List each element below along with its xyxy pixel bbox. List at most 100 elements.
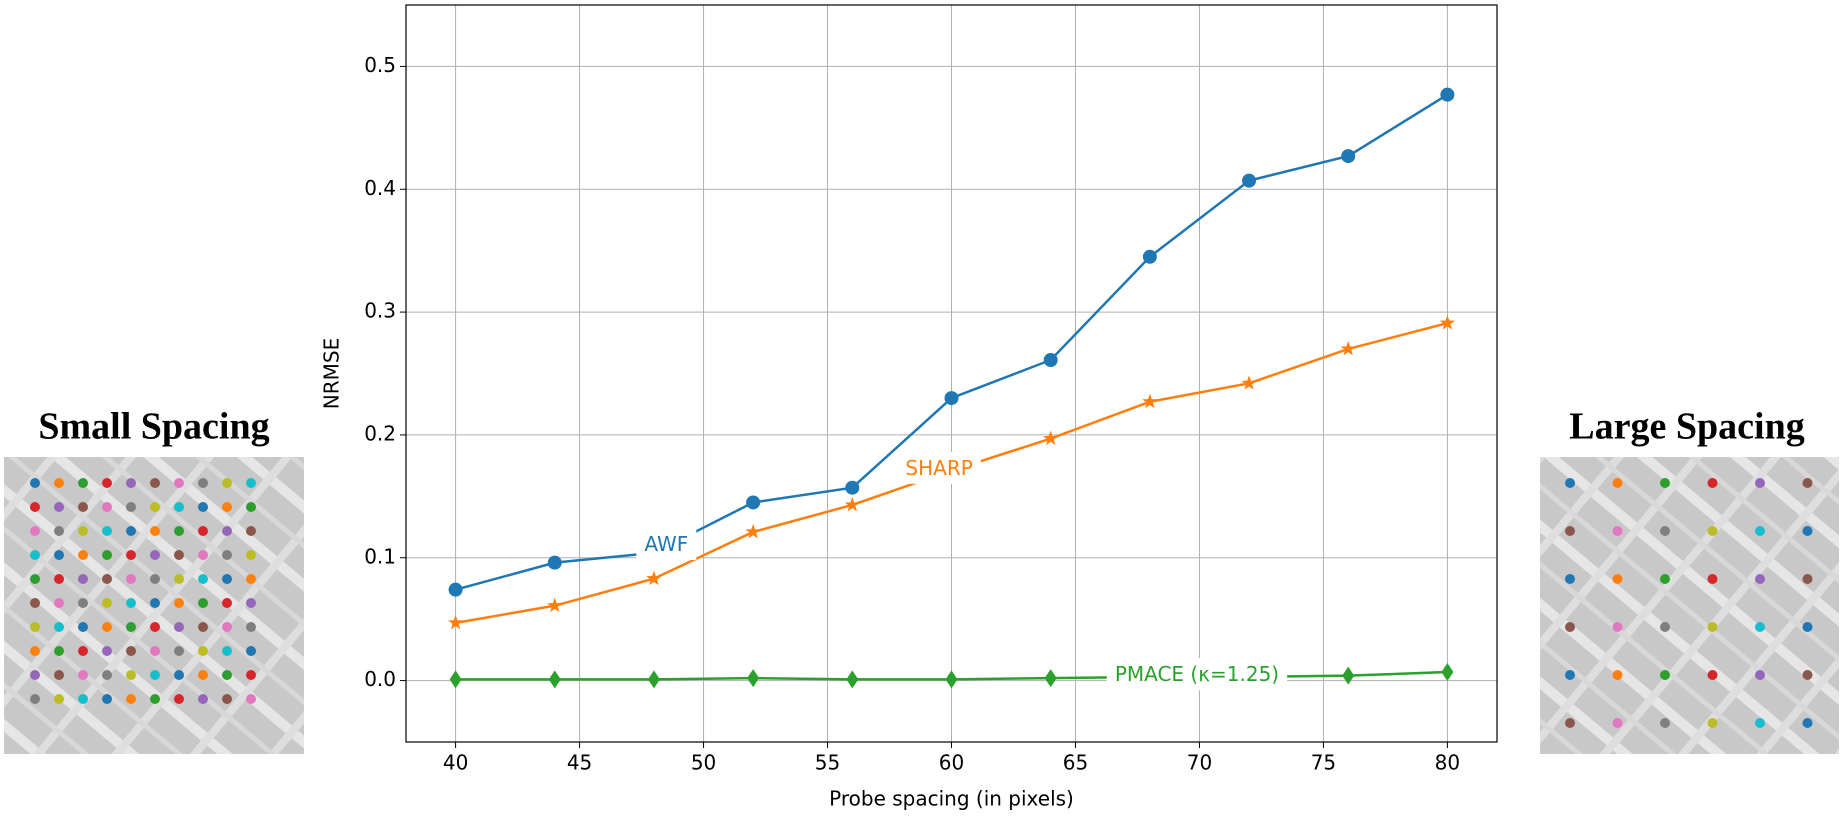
probe-dot (150, 478, 160, 488)
marker (1440, 88, 1454, 102)
panel-title: Large Spacing (1569, 406, 1804, 448)
probe-dot (126, 646, 136, 656)
probe-dot (174, 502, 184, 512)
marker (648, 670, 660, 688)
marker (846, 670, 858, 688)
probe-dot (246, 646, 256, 656)
probe-dot (1613, 622, 1623, 632)
probe-dot (1755, 622, 1765, 632)
probe-dot (174, 646, 184, 656)
probe-dot (1565, 574, 1575, 584)
marker (946, 670, 958, 688)
probe-dot (246, 670, 256, 680)
probe-dot (246, 694, 256, 704)
marker (1341, 149, 1355, 163)
y-tick-label: 0.2 (364, 421, 396, 445)
probe-dot (54, 622, 64, 632)
probe-dot (1565, 718, 1575, 728)
y-tick-label: 0.1 (364, 544, 396, 568)
probe-dot (150, 646, 160, 656)
marker (1045, 669, 1057, 687)
probe-dot (126, 622, 136, 632)
probe-dot (1803, 478, 1813, 488)
probe-dot (174, 574, 184, 584)
probe-dot (222, 646, 232, 656)
probe-dot (1660, 718, 1670, 728)
marker (1044, 353, 1058, 367)
x-axis-label: Probe spacing (in pixels) (829, 787, 1074, 811)
probe-dot (198, 622, 208, 632)
probe-dot (1660, 574, 1670, 584)
probe-dot (126, 478, 136, 488)
marker (646, 571, 661, 585)
probe-dot (78, 694, 88, 704)
probe-dot (126, 574, 136, 584)
x-tick-label: 50 (691, 751, 716, 775)
probe-dot (30, 646, 40, 656)
probe-dot (30, 670, 40, 680)
probe-dot (1755, 718, 1765, 728)
probe-dot (222, 598, 232, 608)
probe-dot (246, 526, 256, 536)
probe-dot (246, 502, 256, 512)
marker (945, 391, 959, 405)
probe-dot (1708, 622, 1718, 632)
page: Small Spacing Large Spacing 404550556065… (0, 0, 1845, 817)
probe-dot (1660, 622, 1670, 632)
probe-dot (126, 550, 136, 560)
x-tick-label: 60 (939, 751, 964, 775)
probe-dot (54, 574, 64, 584)
probe-dot (174, 478, 184, 488)
probe-dot (30, 598, 40, 608)
probe-dot (174, 670, 184, 680)
probe-dot (1803, 526, 1813, 536)
series-label: PMACE (κ=1.25) (1115, 662, 1279, 686)
marker (1043, 431, 1058, 445)
sample-image (1540, 457, 1839, 754)
probe-dot (54, 694, 64, 704)
probe-dot (150, 694, 160, 704)
marker (449, 583, 463, 597)
probe-dot (1660, 526, 1670, 536)
probe-dot (1613, 526, 1623, 536)
probe-dot (222, 574, 232, 584)
x-tick-label: 80 (1435, 751, 1460, 775)
probe-dot (222, 502, 232, 512)
probe-dot (1803, 622, 1813, 632)
probe-dot (102, 502, 112, 512)
probe-dot (222, 694, 232, 704)
probe-dot (1755, 478, 1765, 488)
marker (746, 495, 760, 509)
probe-dot (30, 502, 40, 512)
probe-dot (198, 574, 208, 584)
probe-dot (1565, 526, 1575, 536)
probe-dot (246, 478, 256, 488)
probe-dot (126, 670, 136, 680)
x-tick-label: 65 (1063, 751, 1088, 775)
probe-dot (1708, 574, 1718, 584)
probe-dot (78, 478, 88, 488)
probe-dot (198, 670, 208, 680)
probe-dot (78, 670, 88, 680)
probe-dot (246, 574, 256, 584)
probe-dot (150, 574, 160, 584)
y-tick-label: 0.0 (364, 667, 396, 691)
probe-dot (54, 526, 64, 536)
probe-dot (54, 502, 64, 512)
probe-dot (126, 694, 136, 704)
y-tick-label: 0.4 (364, 176, 396, 200)
probe-dot (246, 550, 256, 560)
probe-dot (198, 478, 208, 488)
probe-dot (78, 526, 88, 536)
probe-dot (1803, 670, 1813, 680)
marker (549, 670, 561, 688)
x-tick-label: 75 (1311, 751, 1336, 775)
probe-dot (222, 622, 232, 632)
probe-dot (174, 550, 184, 560)
probe-dot (1660, 478, 1670, 488)
marker (1241, 375, 1256, 389)
probe-dot (54, 550, 64, 560)
probe-dot (126, 526, 136, 536)
probe-dot (198, 694, 208, 704)
marker (1143, 250, 1157, 264)
